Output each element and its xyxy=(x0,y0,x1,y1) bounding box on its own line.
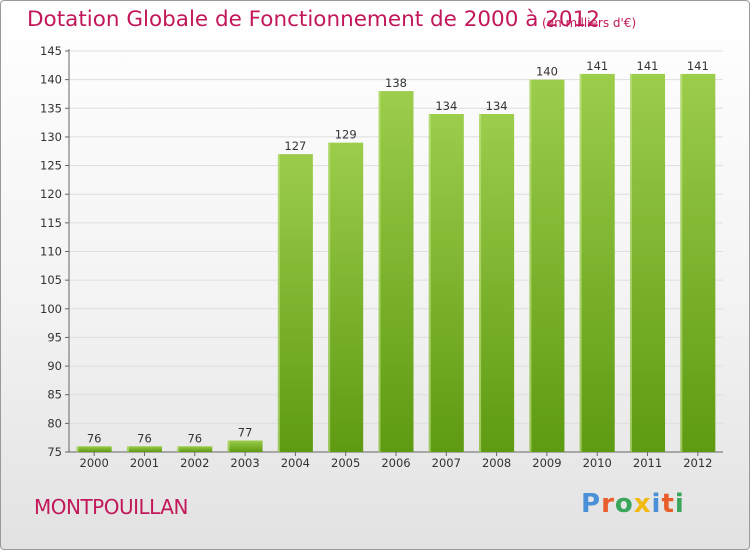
bar-highlight xyxy=(428,114,431,452)
logo-letter: x xyxy=(633,489,652,519)
bar-highlight xyxy=(529,79,532,453)
bar xyxy=(680,73,716,453)
y-tick-label: 75 xyxy=(47,445,62,459)
bar xyxy=(328,142,364,452)
bar xyxy=(630,73,666,453)
bar-highlight xyxy=(680,73,683,453)
logo-letter: o xyxy=(614,489,634,519)
x-tick-label: 2008 xyxy=(482,456,511,470)
logo-letter: t xyxy=(661,489,675,519)
bar xyxy=(428,114,464,452)
bar xyxy=(277,154,313,452)
value-label: 138 xyxy=(385,76,407,90)
y-tick-label: 135 xyxy=(40,101,62,115)
bar xyxy=(378,91,414,452)
value-label: 140 xyxy=(536,65,558,79)
y-tick-label: 90 xyxy=(47,359,62,373)
y-tick-label: 120 xyxy=(40,187,62,201)
value-label: 76 xyxy=(137,431,152,445)
y-tick-label: 140 xyxy=(40,73,62,87)
x-tick-label: 2002 xyxy=(180,456,209,470)
chart-unit: (en milliers d'€) xyxy=(542,16,637,30)
bar xyxy=(227,440,263,452)
y-tick-label: 115 xyxy=(40,216,62,230)
x-tick-label: 2007 xyxy=(432,456,461,470)
value-label: 127 xyxy=(284,139,306,153)
logo-letter: i xyxy=(674,489,685,519)
value-label: 77 xyxy=(238,426,253,440)
x-tick-label: 2005 xyxy=(331,456,360,470)
bar xyxy=(529,79,565,453)
y-tick-label: 105 xyxy=(40,273,62,287)
value-label: 141 xyxy=(586,59,608,73)
x-tick-label: 2004 xyxy=(281,456,310,470)
x-tick-label: 2010 xyxy=(583,456,612,470)
bar-highlight xyxy=(227,440,230,452)
y-tick-label: 145 xyxy=(40,44,62,58)
chart-title: Dotation Globale de Fonctionnement de 20… xyxy=(27,7,600,32)
bar-highlight xyxy=(579,73,582,453)
x-tick-label: 2000 xyxy=(80,456,109,470)
logo-letter: r xyxy=(601,489,615,519)
bar xyxy=(126,446,162,452)
value-label: 134 xyxy=(435,99,457,113)
bar xyxy=(579,73,615,453)
bar-highlight xyxy=(177,446,180,452)
x-tick-label: 2012 xyxy=(683,456,712,470)
y-tick-label: 80 xyxy=(47,416,62,430)
y-tick-label: 85 xyxy=(47,388,62,402)
x-tick-label: 2003 xyxy=(230,456,259,470)
value-label: 141 xyxy=(637,59,659,73)
bar-highlight xyxy=(126,446,129,452)
bar xyxy=(479,114,515,452)
bar-highlight xyxy=(328,142,331,452)
bar-highlight xyxy=(479,114,482,452)
bar-highlight xyxy=(378,91,381,452)
commune-name: MONTPOUILLAN xyxy=(34,495,188,519)
x-tick-label: 2001 xyxy=(130,456,159,470)
value-label: 141 xyxy=(687,59,709,73)
y-tick-label: 125 xyxy=(40,159,62,173)
value-label: 129 xyxy=(335,128,357,142)
x-tick-label: 2009 xyxy=(532,456,561,470)
y-tick-label: 95 xyxy=(47,330,62,344)
value-label: 76 xyxy=(187,431,202,445)
y-tick-label: 130 xyxy=(40,130,62,144)
value-label: 134 xyxy=(486,99,508,113)
bar-highlight xyxy=(277,154,280,452)
bar xyxy=(76,446,112,452)
value-label: 76 xyxy=(87,431,102,445)
logo-letter: i xyxy=(651,489,662,519)
bar xyxy=(177,446,213,452)
bar-highlight xyxy=(76,446,79,452)
y-tick-label: 100 xyxy=(40,302,62,316)
logo-letter: P xyxy=(581,489,602,519)
proxiti-logo: Proxiti xyxy=(581,489,685,519)
bar-highlight xyxy=(630,73,633,453)
y-tick-label: 110 xyxy=(40,245,62,259)
x-tick-label: 2011 xyxy=(633,456,662,470)
x-tick-label: 2006 xyxy=(381,456,410,470)
